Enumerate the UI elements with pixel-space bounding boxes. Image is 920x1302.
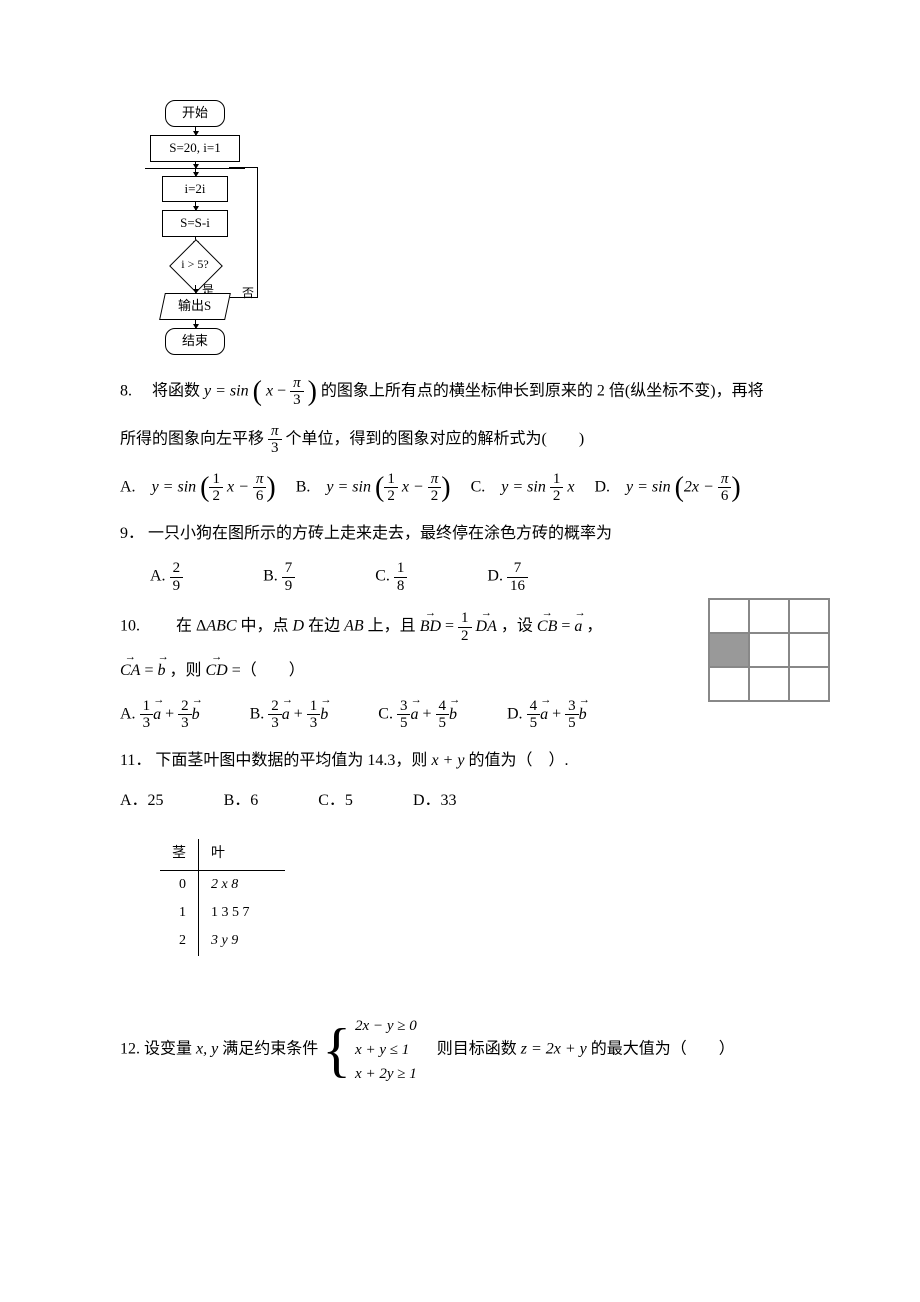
q10-opt-b: B. 23a + 13b (250, 698, 329, 732)
stemleaf-row: 23 y 9 (160, 927, 285, 955)
q11-stemleaf: 茎 叶 02 x 8 11 3 5 7 23 y 9 (160, 839, 285, 956)
q12-c3: x + 2y ≥ 1 (355, 1062, 417, 1086)
q11: 11． 下面茎叶图中数据的平均值为 14.3，则 x + y 的值为（ ）. (120, 748, 800, 774)
q8-l2a: 所得的图象向左平移 (120, 430, 268, 447)
q8-options: A. y = sin (12 x − π6) B. y = sin (12 x … (120, 471, 800, 505)
q9-opt-a: A. 29 (150, 560, 183, 594)
q10-line2: CA = b ，则 CD =（ ） (120, 658, 800, 684)
vec-da: DA (476, 614, 497, 640)
q12-constraints: { 2x − y ≥ 0 x + y ≤ 1 x + 2y ≥ 1 (322, 1014, 416, 1086)
fc-init: S=20, i=1 (150, 135, 240, 162)
fc-step1: i=2i (162, 176, 228, 203)
q9-shaded-cell (709, 633, 749, 667)
q10-opt-a: A. 13a + 23b (120, 698, 200, 732)
q8-x: x (266, 382, 273, 399)
fc-step2: S=S-i (162, 210, 228, 237)
exam-page: 开始 S=20, i=1 i=2i S=S-i i > 5? 否 是 (0, 0, 920, 1302)
q10: 10. 在 ΔABC 中，点 D 在边 AB 上，且 BD = 12 DA ，设… (120, 610, 800, 644)
q9-text: 一只小狗在图所示的方砖上走来走去，最终停在涂色方砖的概率为 (148, 525, 612, 542)
vec-a: a (574, 614, 582, 640)
q9-opt-d: D. 716 (487, 560, 528, 594)
q8-opt-d: D. y = sin (2x − π6) (594, 471, 740, 505)
vec-cb: CB (537, 614, 557, 640)
fc-arrow (195, 285, 196, 293)
fc-arrow (195, 320, 196, 328)
fc-loop: i=2i S=S-i i > 5? 否 (140, 162, 250, 286)
rparen-icon: ) (308, 378, 317, 406)
q12: 12. 设变量 x, y 满足约束条件 { 2x − y ≥ 0 x + y ≤… (120, 1014, 800, 1086)
fc-arrow (195, 127, 196, 135)
q8-opt-c: C. y = sin 12 x (471, 471, 575, 505)
lparen-icon: ( (253, 378, 262, 406)
q9-options: A. 29 B. 79 C. 18 D. 716 (150, 560, 800, 594)
q8-func: y = sin (204, 382, 249, 399)
q8-text-b: 的图象上所有点的横坐标伸长到原来的 2 倍(纵坐标不变)，再将 (321, 382, 764, 399)
q9-opt-b: B. 79 (263, 560, 295, 594)
q12-c2: x + y ≤ 1 (355, 1038, 417, 1062)
q10-opt-c: C. 35a + 45b (378, 698, 457, 732)
vec-bd: BD (420, 614, 441, 640)
fc-arrow (195, 202, 196, 210)
q9-num: 9． (120, 525, 144, 542)
vec-b: b (157, 658, 165, 684)
stemleaf-hdr-leaf: 叶 (199, 839, 286, 870)
fc-end: 结束 (165, 328, 225, 355)
q8-line2: 所得的图象向左平移 π3 个单位，得到的图象对应的解析式为( ) (120, 423, 800, 457)
q11-opt-a: A．25 (120, 788, 164, 814)
stemleaf-row: 02 x 8 (160, 870, 285, 899)
q9: 9． 一只小狗在图所示的方砖上走来走去，最终停在涂色方砖的概率为 (120, 521, 800, 547)
q9-grid (708, 598, 830, 702)
q11-opt-b: B．6 (224, 788, 259, 814)
q8-shift-frac: π3 (268, 423, 282, 457)
fc-start: 开始 (165, 100, 225, 127)
q10-num: 10. (120, 618, 140, 635)
q8: 8. 将函数 y = sin ( x − π3 ) 的图象上所有点的横坐标伸长到… (120, 375, 800, 409)
q10-options: A. 13a + 23b B. 23a + 13b C. 35a + 45b D… (120, 698, 800, 732)
stemleaf-hdr-stem: 茎 (160, 839, 199, 870)
q12-c1: 2x − y ≥ 0 (355, 1014, 417, 1038)
vec-cd: CD (206, 658, 228, 684)
fc-cond: i > 5? (165, 255, 225, 274)
q8-opt-b: B. y = sin (12 x − π2) (296, 471, 451, 505)
q8-text-a: 将函数 (152, 382, 204, 399)
q8-opt-a: A. y = sin (12 x − π6) (120, 471, 276, 505)
q11-opt-c: C．5 (318, 788, 353, 814)
q8-l2b: 个单位，得到的图象对应的解析式为( ) (286, 430, 585, 447)
stemleaf-row: 11 3 5 7 (160, 899, 285, 927)
vec-ca: CA (120, 658, 140, 684)
q11-num: 11． (120, 752, 151, 769)
q8-frac: π3 (290, 375, 304, 409)
q9-opt-c: C. 18 (375, 560, 407, 594)
fc-output: 输出S (159, 293, 231, 320)
q11-options: A．25 B．6 C．5 D．33 (120, 788, 800, 814)
fc-diamond: i > 5? (165, 245, 225, 285)
flowchart-figure: 开始 S=20, i=1 i=2i S=S-i i > 5? 否 是 (140, 100, 250, 355)
brace-icon: { (322, 1020, 351, 1080)
q11-opt-d: D．33 (413, 788, 457, 814)
q12-num: 12. (120, 1041, 140, 1058)
q8-num: 8. (120, 382, 132, 399)
fc-loop-line (229, 167, 258, 298)
q10-opt-d: D. 45a + 35b (507, 698, 587, 732)
fc-arrow (195, 168, 196, 176)
